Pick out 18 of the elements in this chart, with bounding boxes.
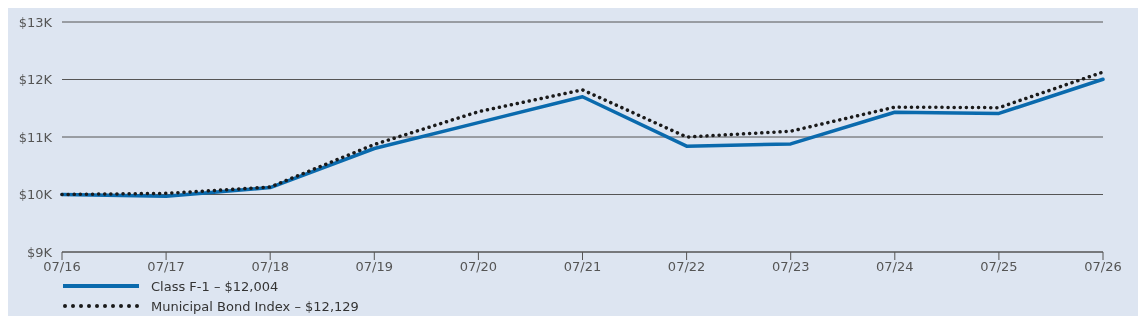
x-tick-label: 07/16 — [43, 259, 81, 275]
y-tick-label: $9K — [26, 244, 53, 260]
y-tick-label: $12K — [18, 72, 53, 88]
y-tick-label: $13K — [18, 14, 53, 30]
x-tick-label: 07/18 — [251, 259, 289, 275]
y-tick-label: $11K — [18, 129, 53, 145]
legend-label: Municipal Bond Index – $12,129 — [151, 298, 359, 314]
x-tick-label: 07/17 — [147, 259, 185, 275]
x-tick-label: 07/19 — [355, 259, 394, 275]
legend-label: Class F-1 – $12,004 — [151, 278, 279, 294]
x-tick-label: 07/26 — [1084, 259, 1122, 275]
y-tick-label: $10K — [18, 187, 53, 203]
x-tick-label: 07/25 — [980, 259, 1018, 275]
x-tick-label: 07/24 — [876, 259, 914, 275]
x-tick-label: 07/22 — [667, 259, 706, 275]
x-tick-label: 07/20 — [459, 259, 498, 275]
x-tick-label: 07/21 — [563, 259, 602, 275]
x-tick-label: 07/23 — [771, 259, 810, 275]
